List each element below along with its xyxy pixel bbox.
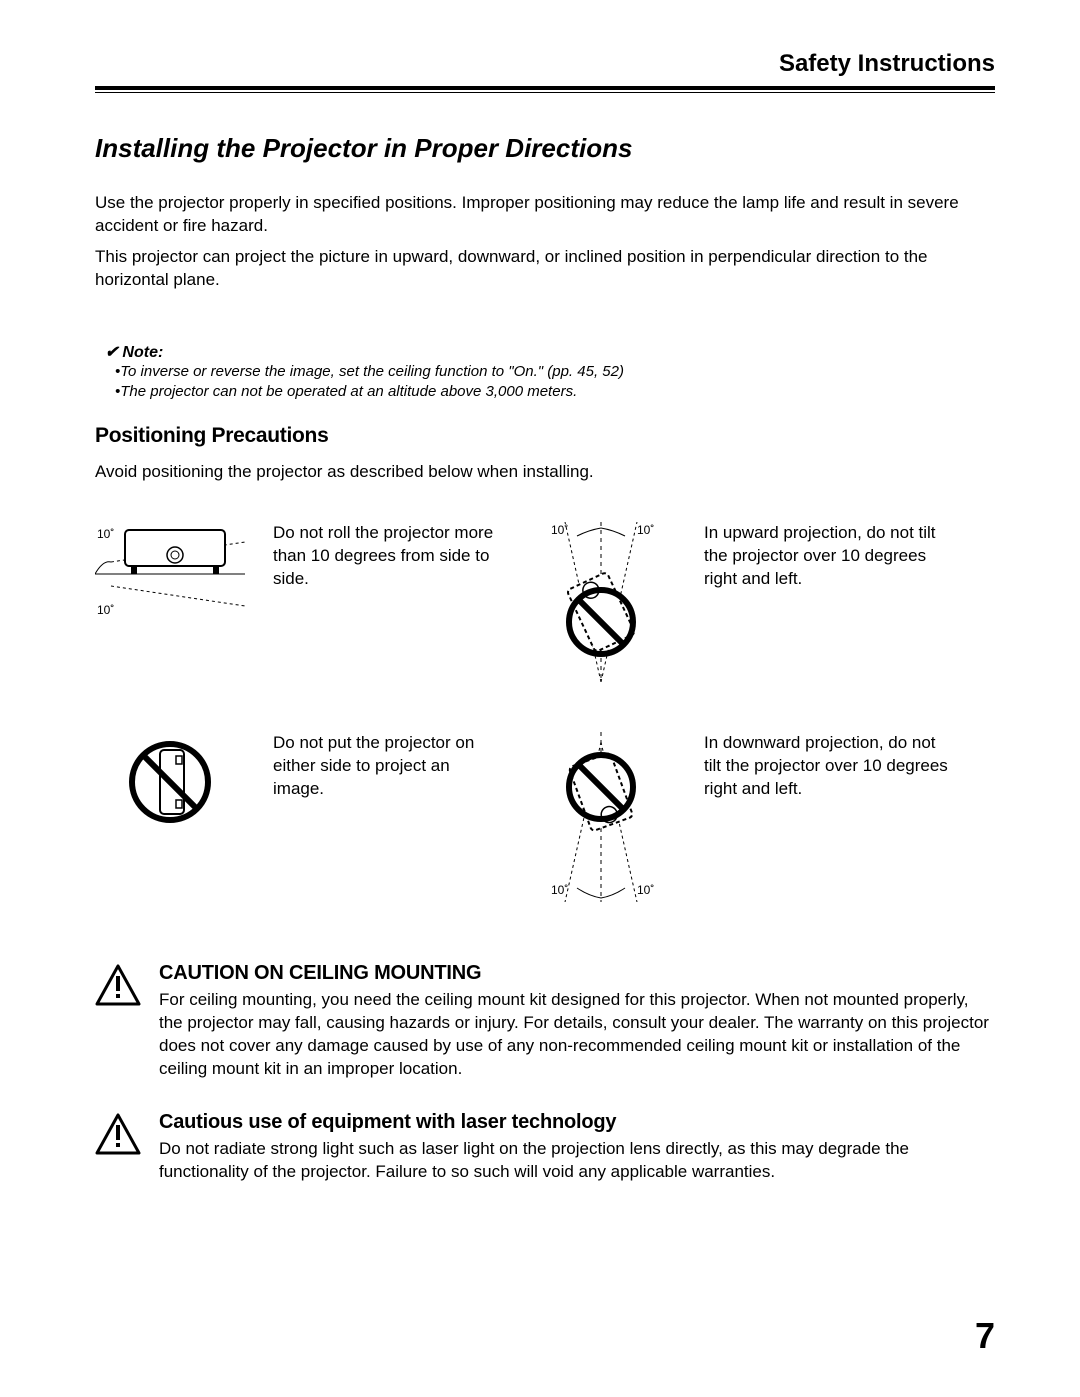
section-title: Installing the Projector in Proper Direc… — [95, 133, 995, 164]
caution-title: Cautious use of equipment with laser tec… — [159, 1111, 995, 1134]
page-number: 7 — [975, 1315, 995, 1357]
note-item: To inverse or reverse the image, set the… — [115, 362, 995, 382]
caution-body: For ceiling mounting, you need the ceili… — [159, 989, 995, 1081]
note-list: To inverse or reverse the image, set the… — [115, 362, 995, 403]
fig-upward: 10˚ 10˚ — [526, 522, 676, 682]
caution-laser: Cautious use of equipment with laser tec… — [95, 1111, 995, 1184]
fig-text: Do not put the projector on either side … — [273, 732, 498, 801]
downward-diagram-icon: 10˚ 10˚ — [541, 732, 661, 902]
intro-p2: This projector can project the picture i… — [95, 246, 995, 292]
positioning-heading: Positioning Precautions — [95, 424, 995, 448]
warning-triangle-icon — [95, 1113, 141, 1155]
angle-label: 10˚ — [97, 527, 114, 541]
caution-body: Do not radiate strong light such as lase… — [159, 1138, 995, 1184]
fig-text: In upward projection, do not tilt the pr… — [704, 522, 954, 591]
intro-p1: Use the projector properly in specified … — [95, 192, 995, 238]
angle-label: 10˚ — [551, 883, 568, 897]
page-header: Safety Instructions — [95, 50, 995, 78]
rule-thin — [95, 92, 995, 93]
fig-downward: 10˚ 10˚ — [526, 732, 676, 902]
angle-label: 10˚ — [637, 883, 654, 897]
warning-triangle-icon — [95, 964, 141, 1006]
rule-thick — [95, 86, 995, 90]
caution-ceiling: Caution on Ceiling Mounting For ceiling … — [95, 962, 995, 1081]
side-diagram-icon — [120, 732, 220, 832]
angle-label: 10˚ — [551, 523, 568, 537]
note-item: The projector can not be operated at an … — [115, 382, 995, 402]
note-label: Note: — [105, 342, 995, 362]
caution-title: Caution on Ceiling Mounting — [159, 962, 995, 985]
angle-label: 10˚ — [637, 523, 654, 537]
precaution-grid: 10˚ 10˚ Do not roll the projector more t… — [95, 522, 995, 902]
upward-diagram-icon: 10˚ 10˚ — [541, 522, 661, 682]
fig-text: Do not roll the projector more than 10 d… — [273, 522, 498, 591]
roll-diagram-icon: 10˚ 10˚ — [95, 522, 245, 622]
fig-roll: 10˚ 10˚ — [95, 522, 245, 622]
fig-text: In downward projection, do not tilt the … — [704, 732, 954, 801]
angle-label: 10˚ — [97, 603, 114, 617]
positioning-intro: Avoid positioning the projector as descr… — [95, 462, 995, 482]
fig-side — [95, 732, 245, 832]
